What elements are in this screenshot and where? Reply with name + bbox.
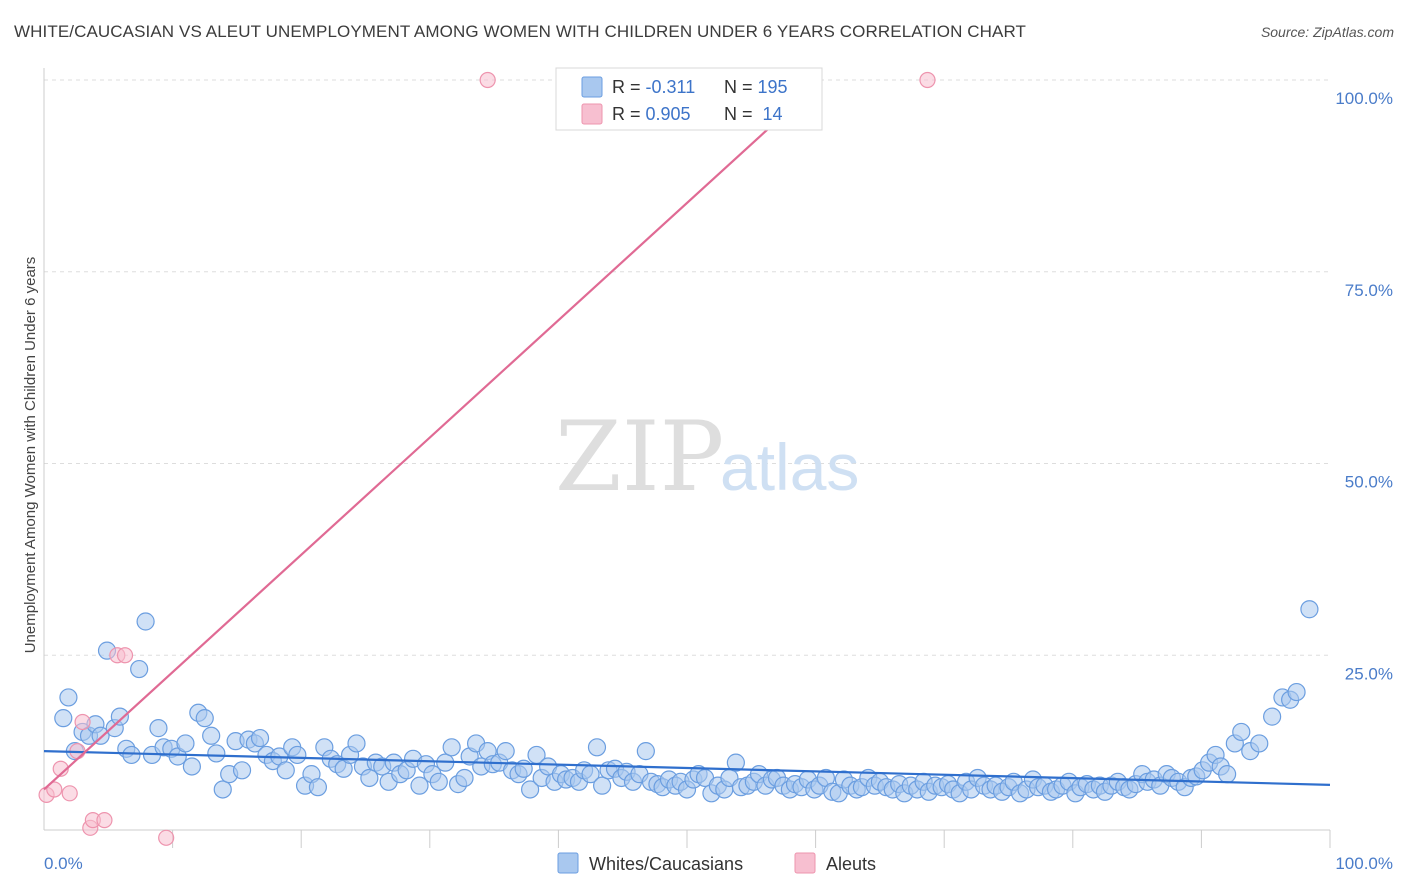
legend-n-label-aleuts: N =: [724, 104, 758, 124]
stats-legend: R = -0.311 N = 195 R = 0.905 N = 14: [555, 67, 823, 131]
watermark: ZIP atlas: [555, 401, 859, 513]
data-point: [74, 713, 91, 731]
data-point: [1287, 682, 1306, 702]
data-point: [429, 772, 448, 791]
data-point: [116, 647, 134, 664]
data-point: [136, 612, 155, 631]
legend-swatch-whites: [581, 76, 603, 98]
gridlines: [44, 79, 1330, 656]
legend-r-label-whites: R =: [612, 77, 646, 97]
data-point: [1263, 707, 1282, 726]
data-point: [59, 688, 78, 707]
legend-r-whites: -0.311: [646, 77, 696, 97]
bottom-legend-label-aleuts: Aleuts: [826, 854, 876, 874]
data-point: [195, 709, 214, 728]
legend-row-whites: R = -0.311 N = 195: [612, 77, 788, 97]
legend-row-aleuts: R = 0.905 N = 14: [612, 104, 783, 124]
data-point: [1232, 722, 1251, 742]
data-point: [479, 71, 496, 89]
bottom-legend-label-whites: Whites/Caucasians: [589, 854, 743, 874]
y-tick-label: 100.0%: [1335, 89, 1393, 108]
data-point: [726, 753, 745, 772]
data-point: [54, 709, 73, 728]
data-point: [587, 738, 607, 757]
data-point: [442, 738, 461, 757]
data-point: [91, 726, 110, 745]
series-legend: Whites/Caucasians Aleuts: [557, 852, 876, 874]
watermark-atlas: atlas: [720, 430, 859, 504]
data-point: [96, 812, 113, 829]
data-point: [207, 744, 226, 763]
data-point: [1250, 734, 1269, 753]
data-point: [158, 829, 175, 846]
data-point: [455, 768, 474, 788]
data-point: [1218, 765, 1237, 784]
trendline-whites: [43, 750, 1331, 786]
x-tick-label-min: 0.0%: [44, 854, 83, 873]
data-point: [61, 785, 78, 802]
data-point: [636, 742, 655, 761]
x-ticks: [172, 830, 1331, 848]
data-point: [1300, 600, 1319, 619]
data-point: [122, 745, 141, 765]
data-point: [593, 776, 612, 795]
chart-title: WHITE/CAUCASIAN VS ALEUT UNEMPLOYMENT AM…: [14, 22, 1027, 41]
data-point: [130, 659, 149, 679]
y-tick-label: 75.0%: [1345, 281, 1393, 300]
data-point: [919, 71, 936, 89]
y-tick-label: 25.0%: [1345, 664, 1393, 683]
data-point: [202, 726, 221, 745]
legend-r-aleuts: 0.905: [646, 104, 691, 124]
data-point: [360, 768, 379, 788]
data-point: [288, 745, 307, 765]
legend-n-whites: 195: [758, 77, 788, 97]
legend-swatch-aleuts: [581, 103, 603, 125]
trendline-aleuts: [43, 90, 810, 791]
data-point: [308, 778, 328, 797]
bottom-legend-swatch-aleuts: [794, 852, 816, 874]
data-point: [496, 742, 515, 761]
y-tick-label: 50.0%: [1345, 473, 1393, 492]
bottom-legend-swatch-whites: [557, 852, 579, 874]
data-point: [213, 780, 232, 799]
x-tick-label-max: 100.0%: [1335, 854, 1393, 873]
data-point: [250, 728, 270, 748]
data-point: [110, 707, 129, 726]
data-point: [347, 734, 366, 753]
series-whites-points: [54, 600, 1319, 803]
data-point: [149, 719, 168, 738]
data-point: [232, 761, 252, 780]
legend-n-label-whites: N =: [724, 77, 758, 97]
data-point: [46, 781, 63, 798]
watermark-zip: ZIP: [555, 401, 724, 513]
data-point: [410, 776, 429, 795]
data-point: [276, 761, 295, 780]
y-tick-labels: 25.0% 50.0% 75.0% 100.0%: [1335, 89, 1393, 683]
data-point: [521, 780, 540, 799]
legend-n-aleuts: 14: [758, 104, 783, 124]
chart-source: Source: ZipAtlas.com: [1260, 24, 1394, 40]
data-point: [182, 757, 201, 776]
y-axis-label: Unemployment Among Women with Children U…: [22, 257, 39, 654]
legend-r-label-aleuts: R =: [612, 104, 646, 124]
data-point: [176, 734, 195, 753]
